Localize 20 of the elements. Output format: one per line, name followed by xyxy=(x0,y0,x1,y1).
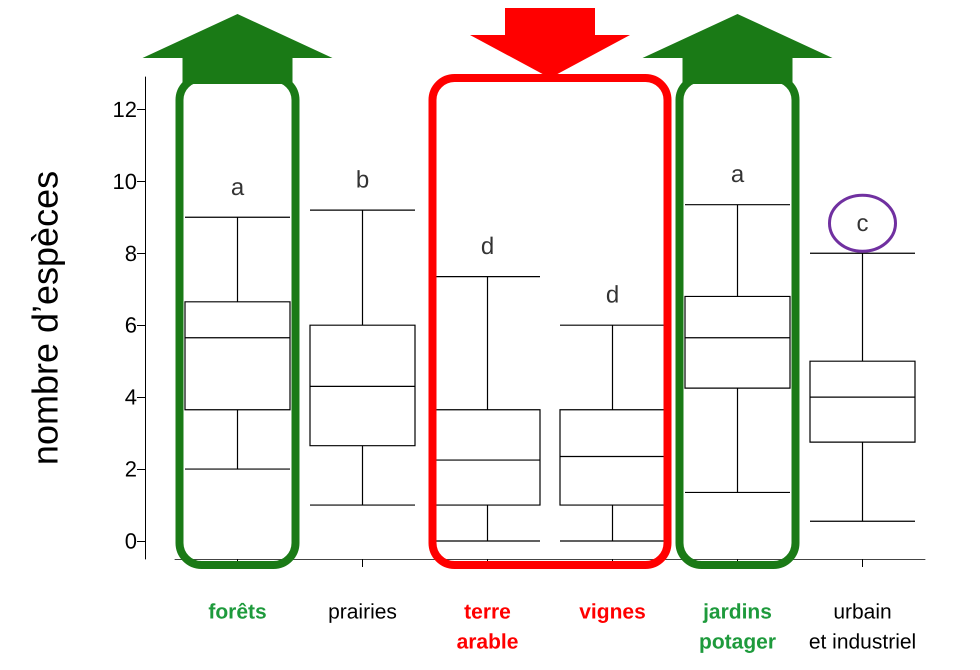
y-tick-label: 4 xyxy=(124,384,137,410)
y-tick-label: 8 xyxy=(124,240,137,266)
annotation: a xyxy=(730,161,745,188)
x-tick-label: prairies xyxy=(328,600,397,624)
annotation: d xyxy=(606,282,620,309)
y-tick-label: 6 xyxy=(124,312,137,338)
y-tick-label: 0 xyxy=(124,528,137,554)
annotation: a xyxy=(230,174,245,201)
y-tick-label: 10 xyxy=(112,168,137,194)
y-tick-label: 12 xyxy=(112,96,137,122)
x-tick-label: terre arable xyxy=(456,600,518,654)
annotation: c xyxy=(856,210,868,237)
y-tick-label: 2 xyxy=(124,456,137,482)
x-tick-label: forêts xyxy=(208,600,267,624)
x-tick-label: vignes xyxy=(579,600,646,624)
annotation: b xyxy=(356,166,370,194)
annotation: d xyxy=(480,233,494,260)
x-tick-label: urbain et industriel xyxy=(808,600,916,654)
x-tick-label: jardins potager xyxy=(698,600,776,654)
y-axis-title: nombre d’espèces xyxy=(24,170,66,466)
